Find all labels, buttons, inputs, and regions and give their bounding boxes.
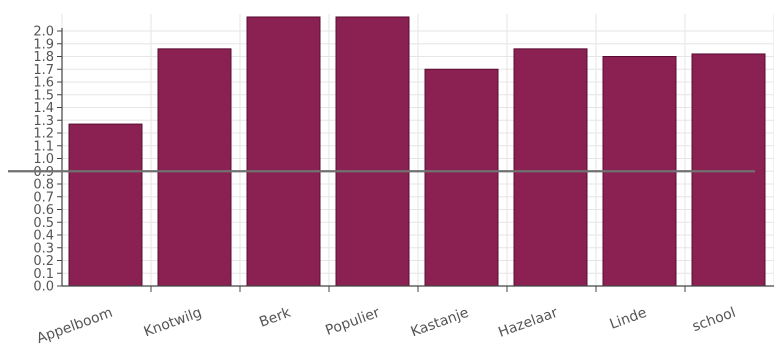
y-tick-label: 1.1	[33, 139, 54, 154]
bar-hazelaar	[513, 48, 588, 287]
y-tick-label: 0.3	[33, 241, 54, 256]
bar-populier	[335, 16, 410, 287]
y-tick-label: 0.6	[33, 203, 54, 218]
y-tick-label: 1.8	[33, 50, 54, 65]
x-category-label: Hazelaar	[496, 305, 560, 341]
y-tick-label: 2.0	[33, 25, 54, 40]
x-category-label: Berk	[257, 304, 293, 330]
y-tick-label: 1.9	[33, 37, 54, 52]
x-category-label: Linde	[608, 305, 649, 333]
y-tick-label: 1.2	[33, 127, 54, 142]
y-tick-label: 1.4	[33, 101, 54, 116]
x-category-label: Appelboom	[35, 305, 115, 347]
y-tick-label: 0.8	[33, 178, 54, 193]
y-tick-label: 0.5	[33, 216, 54, 231]
y-tick-label: 0.0	[33, 280, 54, 295]
y-tick-label: 1.7	[33, 63, 54, 78]
y-tick-label: 1.3	[33, 114, 54, 129]
y-tick-label: 0.1	[33, 267, 54, 282]
y-tick-label: 1.6	[33, 76, 54, 91]
x-category-label: Populier	[323, 305, 382, 339]
bar-berk	[246, 16, 321, 287]
x-category-label: Knotwilg	[142, 305, 204, 341]
y-tick-label: 1.5	[33, 88, 54, 103]
bar-knotwilg	[157, 48, 232, 287]
bar-kastanje	[424, 68, 499, 287]
y-tick-label: 1.0	[33, 152, 54, 167]
x-category-label: school	[690, 305, 738, 335]
bars	[68, 16, 766, 287]
y-tick-label: 0.7	[33, 190, 54, 205]
bar-school	[691, 53, 766, 287]
y-tick-label: 0.4	[33, 229, 54, 244]
y-tick-label: 0.2	[33, 254, 54, 269]
bar-appelboom	[68, 123, 143, 287]
x-category-label: Kastanje	[409, 305, 471, 341]
